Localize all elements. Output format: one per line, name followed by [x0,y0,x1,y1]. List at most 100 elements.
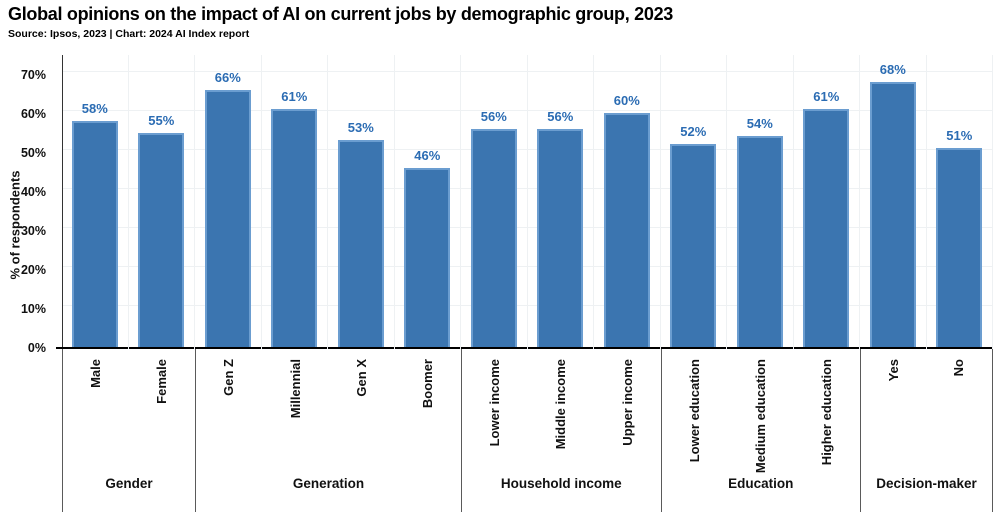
bar-slot: 54% [727,55,794,349]
demographic-group: 68% 51% Yes No Decision-maker [860,55,993,512]
x-tick-label: Upper income [619,359,635,446]
x-tick-label: Gen X [353,359,369,397]
bar-value-label: 52% [680,124,707,140]
bar [869,81,916,347]
x-tick-label-row: Male Female [63,349,195,461]
h-gridline [63,227,993,228]
bar-value-label: 56% [480,108,507,124]
bar-slot: 53% [328,55,395,349]
group-plot-cells: 68% 51% [860,55,993,349]
y-tick-label: 70% [20,68,46,82]
bar [404,167,451,347]
bar [204,89,251,347]
x-tick-cell: Yes [861,349,927,461]
chart-source: Source: Ipsos, 2023 | Chart: 2024 AI Ind… [8,28,250,40]
demographic-group: 56% 56% 60% Lower income Middle income Upper … [461,55,661,512]
group-label-area: Lower income Middle income Upper income Hou… [461,349,661,512]
chart-title: Global opinions on the impact of AI on c… [8,4,673,24]
h-gridline [63,188,993,189]
bar-value-label: 46% [414,147,441,163]
bar-slot: 60% [594,55,661,349]
x-tick-cell: Upper income [594,349,660,461]
bar-value-label: 68% [879,61,906,77]
x-tick-label-row: Gen Z Millennial Gen X Boomer [196,349,461,461]
group-label: Education [728,476,794,491]
y-tick-label: 10% [20,302,46,316]
x-tick-label: Gen Z [221,359,237,396]
bar [470,128,517,347]
bar [936,148,983,347]
bar [138,132,185,347]
group-label-area: Lower education Medium education Higher ed… [660,349,861,512]
chart-header: Global opinions on the impact of AI on c… [8,4,673,40]
x-tick-label: Medium education [752,359,768,474]
x-tick-label: No [951,359,967,377]
bar [603,113,650,347]
h-gridline [63,266,993,267]
bar-value-label: 51% [946,128,973,144]
x-tick-cell: No [927,349,993,461]
y-tick-label: 50% [20,146,46,160]
bar-value-label: 61% [813,89,840,105]
x-tick-label: Female [154,359,170,404]
group-plot-cells: 52% 54% 61% [661,55,860,349]
bar-slot: 52% [661,55,727,349]
group-plot-cells: 66% 61% 53% 46% [195,55,461,349]
group-plot-cells: 58% 55% [62,55,195,349]
demographic-group: 52% 54% 61% Lower education Medium education… [660,55,861,512]
bar-value-label: 55% [148,112,175,128]
x-tick-cell: Male [63,349,129,461]
bar-value-label: 56% [547,108,574,124]
bar-slot: 51% [927,55,993,349]
y-tick-label: 30% [20,224,46,238]
x-tick-cell: Boomer [395,349,461,461]
y-tick-label: 0% [27,341,46,355]
x-tick-label: Male [88,359,104,388]
bar [537,128,584,347]
bar-slot: 66% [195,55,262,349]
bar-value-label: 60% [613,93,640,108]
x-tick-cell: Lower income [462,349,528,461]
group-label: Generation [292,476,365,491]
y-tick-label: 60% [20,107,46,121]
group-label-area: Gen Z Millennial Gen X Boomer Generation [195,349,461,512]
bar-groups: 58% 55% Male Female Gender 66% 61% 53% 46% Gen Z M… [62,55,993,512]
bar-slot: 46% [395,55,461,349]
bar-slot: 61% [262,55,328,349]
bar [271,109,318,347]
x-tick-cell: Medium education [728,349,794,473]
bar-slot: 68% [860,55,927,349]
h-gridline [63,305,993,306]
x-tick-cell: Gen Z [196,349,262,461]
x-tick-label-row: Yes No [861,349,992,461]
h-gridline [63,71,993,72]
bar [337,140,384,347]
x-tick-cell: Middle income [528,349,594,461]
plot-area [55,55,993,349]
demographic-group: 58% 55% Male Female Gender [62,55,195,512]
x-tick-label: Higher education [819,359,835,466]
bar-slot: 61% [794,55,860,349]
x-tick-cell: Lower education [662,349,728,463]
bar [736,136,783,347]
group-label: Household income [500,476,622,491]
bar [803,109,850,347]
x-tick-cell: Higher education [794,349,860,465]
x-tick-label: Middle income [553,359,569,450]
x-tick-label: Millennial [287,359,303,419]
h-gridline [63,149,993,150]
demographic-group: 66% 61% 53% 46% Gen Z Millennial Gen X Boomer Ge… [195,55,461,512]
y-axis-tick-labels: 0% 10% 20% 30% 40% 50% 60% 70% [0,55,54,355]
bar-value-label: 54% [746,116,773,132]
group-label-area: Male Female Gender [62,349,195,512]
y-tick-label: 20% [20,263,46,277]
y-tick-label: 40% [20,185,46,199]
x-tick-label: Lower education [686,359,702,463]
bar-value-label: 66% [214,69,241,85]
x-tick-cell: Female [129,349,195,461]
bar-value-label: 61% [281,89,308,105]
bar-slot: 55% [129,55,195,349]
x-tick-cell: Gen X [329,349,395,461]
group-plot-cells: 56% 56% 60% [461,55,661,349]
x-tick-label-row: Lower education Medium education Higher ed… [662,349,861,473]
